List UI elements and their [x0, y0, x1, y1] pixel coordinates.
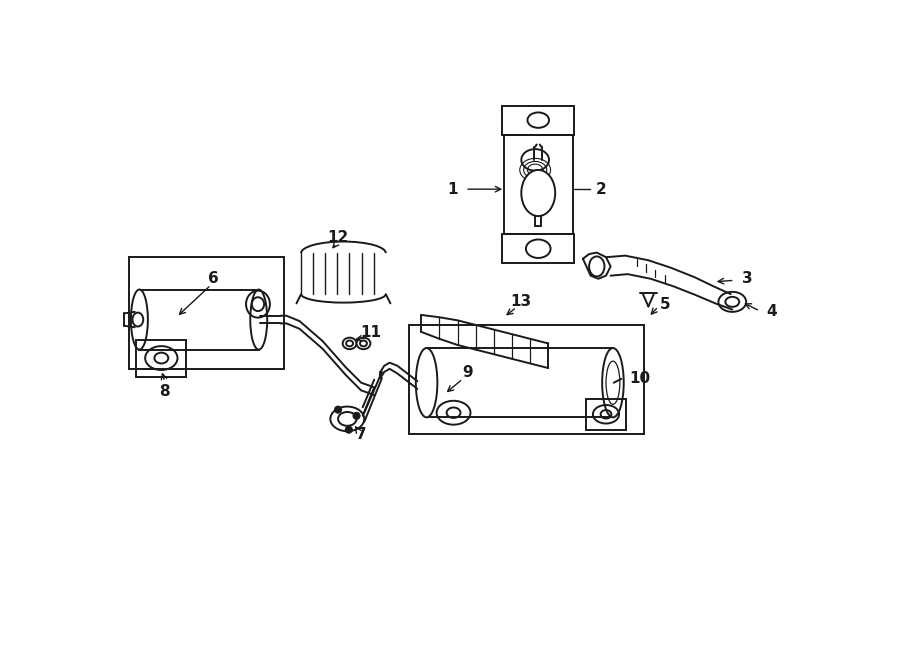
Bar [504, 135, 573, 234]
Bar [586, 399, 626, 430]
Text: 11: 11 [360, 325, 381, 340]
Bar [502, 234, 574, 263]
Bar [427, 348, 613, 417]
Ellipse shape [132, 313, 143, 327]
Text: 1: 1 [447, 182, 457, 197]
Text: 5: 5 [660, 297, 670, 313]
Bar [502, 106, 574, 135]
Ellipse shape [521, 170, 555, 216]
Text: 13: 13 [510, 294, 532, 309]
Bar [140, 290, 258, 350]
Ellipse shape [346, 426, 352, 433]
Text: 9: 9 [462, 365, 472, 380]
Ellipse shape [521, 149, 549, 171]
Ellipse shape [343, 338, 356, 349]
Text: 2: 2 [596, 182, 607, 197]
Ellipse shape [335, 407, 341, 412]
Ellipse shape [416, 348, 437, 417]
Ellipse shape [130, 290, 148, 350]
Ellipse shape [356, 338, 371, 349]
Text: 12: 12 [328, 231, 348, 245]
Bar [409, 325, 644, 434]
Ellipse shape [354, 412, 360, 419]
Text: 6: 6 [208, 271, 219, 286]
Text: 7: 7 [356, 427, 366, 442]
Text: 10: 10 [629, 371, 650, 386]
Ellipse shape [250, 290, 267, 350]
Bar [136, 340, 186, 377]
Ellipse shape [602, 348, 624, 417]
Text: 4: 4 [766, 303, 777, 319]
Bar [129, 257, 284, 369]
Text: 8: 8 [159, 383, 170, 399]
Text: 3: 3 [742, 271, 753, 286]
